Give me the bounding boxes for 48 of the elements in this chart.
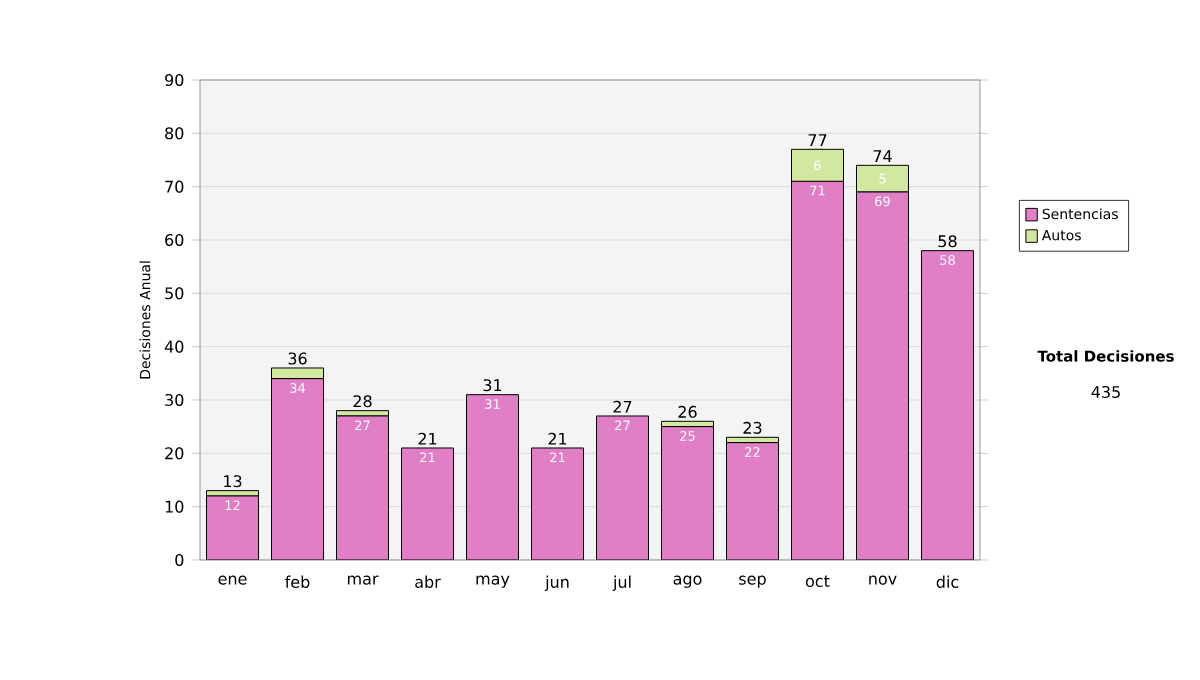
x-tick-label: jul xyxy=(612,575,631,592)
total-label: 21 xyxy=(418,432,437,445)
bar xyxy=(336,415,389,560)
total-label: 74 xyxy=(873,150,892,162)
x-tick-label: nov xyxy=(869,575,897,585)
y-tick-label: 70 xyxy=(165,180,184,193)
total-label: 26 xyxy=(678,405,697,418)
y-tick-label: 80 xyxy=(165,127,184,140)
y-tick-label: 60 xyxy=(165,233,184,247)
bar xyxy=(271,378,324,560)
y-tick-label: 20 xyxy=(165,447,184,460)
bar xyxy=(921,250,974,560)
bar xyxy=(206,495,259,560)
x-tick-label: may xyxy=(476,575,510,588)
total-label: 31 xyxy=(483,379,502,392)
y-tick-label: 10 xyxy=(165,500,184,513)
bar xyxy=(791,181,844,560)
y-tick-label: 40 xyxy=(164,340,184,353)
x-tick-label: jun xyxy=(544,575,569,592)
y-tick-label: 50 xyxy=(165,287,184,300)
text: 435 xyxy=(1091,385,1120,399)
total-label: 27 xyxy=(613,400,632,413)
total-label: 13 xyxy=(224,475,242,488)
x-tick-label: oct xyxy=(805,575,830,588)
y-tick-label: 90 xyxy=(165,73,184,87)
total-label: 58 xyxy=(938,235,957,248)
x-tick-label: abr xyxy=(415,575,441,588)
bar xyxy=(531,447,584,560)
bar xyxy=(401,447,454,560)
x-tick-label: ene xyxy=(218,575,247,585)
y-tick-label: 30 xyxy=(165,393,184,407)
x-tick-label: ago xyxy=(673,575,702,588)
total-label: 21 xyxy=(548,432,567,445)
total-label: 28 xyxy=(353,395,372,408)
total-label: 36 xyxy=(288,352,307,365)
x-tick-label: mar xyxy=(347,575,379,585)
bar xyxy=(271,367,325,380)
x-tick-label: feb xyxy=(285,575,310,588)
bar xyxy=(596,415,649,560)
total-label: 23 xyxy=(743,421,762,434)
x-tick-label: sep xyxy=(739,575,766,588)
bar xyxy=(661,426,714,560)
bar xyxy=(466,394,519,560)
bar xyxy=(856,191,909,560)
total-label: 77 xyxy=(808,134,827,146)
y-tick-label: 0 xyxy=(175,553,184,567)
x-tick-label: dic xyxy=(936,575,959,588)
bar xyxy=(726,442,779,560)
